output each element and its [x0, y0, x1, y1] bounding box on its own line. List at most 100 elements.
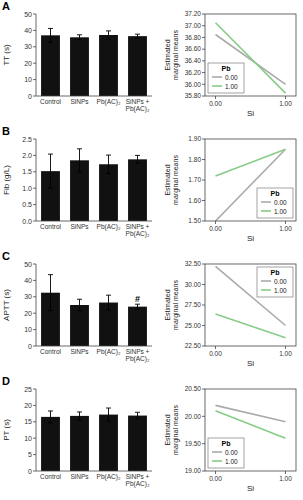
legend-swatch — [212, 451, 222, 453]
error-line — [108, 295, 109, 310]
y-tick — [202, 389, 205, 390]
panel-label: A — [2, 0, 10, 12]
error-cap — [106, 295, 111, 296]
legend-title: Pb — [271, 190, 280, 197]
error-line — [108, 31, 109, 39]
error-cap — [77, 419, 82, 420]
x-tick-label: Control — [40, 223, 62, 230]
x-tick-label: 0.00 — [209, 100, 222, 107]
error-cap — [48, 274, 53, 275]
error-cap — [106, 173, 111, 174]
y-tick — [202, 96, 205, 97]
bar — [70, 305, 89, 346]
y-tick-label: 27.50 — [185, 301, 202, 308]
y-tick-label: 30 — [24, 43, 32, 50]
y-axis-label-group: TT (s) — [2, 44, 11, 66]
y-tick — [202, 416, 205, 417]
x-tick-label: SiNPs +Pb(AC)₂ — [126, 473, 150, 488]
error-line — [137, 34, 138, 38]
y-axis — [36, 264, 37, 346]
legend-swatch — [261, 289, 271, 291]
legend-frame — [257, 188, 293, 218]
error-bar — [135, 412, 140, 419]
y-axis-label: Estimatedmarginal means — [164, 155, 180, 205]
error-cap — [135, 412, 140, 413]
x-tick-label: Control — [40, 473, 62, 480]
legend-swatch — [212, 85, 222, 87]
x-axis — [36, 96, 152, 97]
legend-label: 0.00 — [225, 74, 238, 81]
y-tick-label: 35.80 — [185, 92, 202, 99]
y-tick — [202, 84, 205, 85]
figure: 01020304050ControlSiNPsPb(AC)₂SiNPs +Pb(… — [0, 0, 303, 500]
y-tick — [33, 155, 36, 156]
error-cap — [135, 309, 140, 310]
x-tick-label: SiNPs +Pb(AC)₂ — [126, 223, 150, 238]
error-cap — [48, 310, 53, 311]
x-tick-label: SiNPs — [70, 348, 89, 355]
y-tick-label: 19.00 — [185, 467, 202, 474]
error-cap — [135, 163, 140, 164]
y-tick — [202, 346, 205, 347]
error-cap — [135, 418, 140, 419]
x-tick-label: 1.00 — [279, 100, 292, 107]
plot-frame — [205, 389, 296, 471]
bar — [99, 35, 118, 96]
y-tick-label: 1.50 — [188, 217, 201, 224]
x-tick-label: Pb(AC)₂ — [97, 98, 121, 106]
error-line — [79, 149, 80, 172]
y-tick-label: 36.80 — [185, 34, 202, 41]
y-axis-label-group: Estimatedmarginal means — [164, 405, 180, 455]
y-axis — [36, 389, 37, 471]
y-tick — [33, 421, 36, 422]
x-tick-label: SiNPs — [70, 223, 89, 230]
panel-label: C — [2, 250, 10, 262]
bar — [99, 415, 118, 471]
x-tick-label: SiNPs +Pb(AC)₂ — [126, 348, 150, 363]
error-bar — [77, 299, 82, 310]
plot-frame — [205, 139, 296, 221]
error-line — [50, 154, 51, 188]
x-axis — [36, 346, 152, 347]
x-tick — [215, 221, 216, 224]
x-axis — [36, 221, 152, 222]
line-panel: 22.5025.0027.5030.0032.500.001.00SiEstim… — [164, 260, 296, 368]
error-cap — [48, 28, 53, 29]
y-tick — [33, 296, 36, 297]
error-bar — [77, 149, 82, 172]
y-tick-label: 1.90 — [188, 135, 201, 142]
y-tick-label: 20 — [24, 402, 32, 409]
series-line — [216, 405, 286, 421]
y-tick-label: 1.70 — [188, 176, 201, 183]
y-axis-label: APTT (s) — [2, 289, 11, 321]
error-cap — [48, 154, 53, 155]
y-axis — [36, 139, 37, 221]
error-line — [108, 155, 109, 173]
y-tick — [33, 46, 36, 47]
error-cap — [77, 34, 82, 35]
error-cap — [106, 421, 111, 422]
error-line — [50, 275, 51, 311]
y-tick — [33, 204, 36, 205]
legend-swatch — [261, 280, 271, 282]
bar — [70, 37, 89, 96]
legend-title: Pb — [222, 65, 231, 72]
y-tick — [33, 280, 36, 281]
error-cap — [77, 148, 82, 149]
y-tick — [33, 454, 36, 455]
error-bar — [106, 31, 111, 39]
x-tick-label: 0.00 — [209, 475, 222, 482]
y-axis-label: Estimatedmarginal means — [164, 30, 180, 80]
y-tick-label: 20.50 — [185, 385, 202, 392]
series-line — [216, 411, 286, 438]
y-tick-label: 30.00 — [185, 281, 202, 288]
y-tick — [202, 200, 205, 201]
plot-frame — [205, 264, 296, 346]
y-tick-label: 1.0 — [22, 185, 32, 192]
y-tick — [202, 325, 205, 326]
plot-frame — [205, 14, 296, 96]
y-tick-label: 40 — [24, 27, 32, 34]
bar-panel: 0.00.51.01.52.02.5ControlSiNPsPb(AC)₂SiN… — [2, 125, 152, 238]
x-tick — [215, 471, 216, 474]
y-tick-label: 0.0 — [22, 218, 32, 225]
